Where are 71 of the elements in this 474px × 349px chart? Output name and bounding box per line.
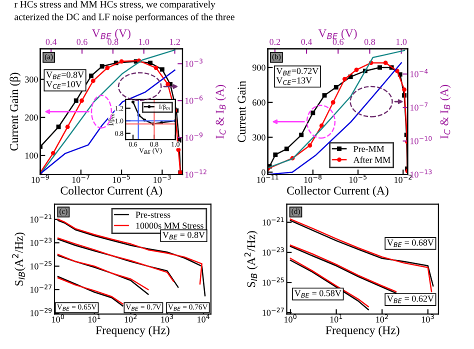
y-tick-label: 10$^{−4}$ [410, 69, 428, 78]
y-tick-label: 300 [25, 76, 38, 83]
x-tick-label: 0.6 [332, 38, 344, 45]
y-tick-label: 10$^{−7}$ [410, 102, 428, 111]
annotation: V$_{BE}$ = 0.62V [386, 296, 434, 304]
y-tick-label: 10$^{−21}$ [262, 217, 284, 226]
x-tick-label: 10$^{1}$ [88, 314, 100, 323]
y-axis-title: Current Gain [238, 80, 246, 142]
x-tick-label: 1.0 [139, 38, 150, 45]
y-tick-label: 10$^{−25}$ [262, 278, 284, 286]
legend-label: Pre-stress [136, 212, 170, 218]
x-tick-label: 1.2 [170, 38, 180, 45]
legend-label: Pre-MM [354, 146, 384, 152]
y-tick-label: 200 [25, 114, 38, 121]
y-tick-label: 10$^{−23}$ [262, 247, 284, 256]
x-tick-label: 10$^{−2}$ [394, 174, 412, 183]
x-tick-label: 0.8 [108, 38, 118, 45]
x-axis-title: V$_{BE}$ (V) [318, 28, 357, 40]
y-tick-label: 0 [262, 169, 266, 176]
x-tick-label: 0.2 [270, 38, 280, 45]
annotation: V$_{BE}$ = 0.58V [294, 290, 342, 298]
y-tick-label: 900 [252, 64, 266, 71]
text: acterized the DC and LF noise performances of the three [14, 13, 234, 22]
annotation: V$_{BE}$=0.8V V$_{CE}$=10V [46, 72, 84, 89]
legend-label: After MM [353, 156, 390, 163]
y-tick-label: 100 [25, 152, 38, 159]
x-tick-label: 10$^{1}$ [330, 314, 342, 323]
x-tick-label: 10$^{2}$ [376, 314, 388, 323]
y-tick-label: 300 [252, 134, 266, 140]
x-tick-label: 10$^{−11}$ [257, 174, 278, 183]
text: r HCs stress and MM HCs stress, we comparatively [14, 0, 216, 10]
x-axis-title: Collector Current (A) [287, 186, 388, 197]
x-tick-label: 10$^{2}$ [124, 314, 137, 323]
y-tick-label: 10$^{−25}$ [30, 261, 52, 270]
annotation: V$_{BE}$ = 0.68V [386, 240, 434, 248]
x-tick-label: 0.8 [364, 38, 376, 45]
annotation: V$_{BE}$=0.72V V$_{CE}$=13V [276, 68, 319, 85]
x-tick-label: 10$^{3}$ [161, 314, 174, 323]
y-tick-label: 10$^{−9}$ [185, 132, 203, 141]
y-axis-title: S$_{IB}$(A$^{2}$/Hz) [12, 232, 26, 286]
y-axis-title: Current Gain (β) [10, 72, 20, 151]
y-tick-label: 10$^{−6}$ [185, 96, 203, 104]
y-tick-label: 10$^{−13}$ [410, 169, 432, 178]
x-tick-label: 0.4 [301, 38, 312, 45]
x-tick-label: 1.0 [396, 38, 407, 45]
y-axis-title: S$_{IB}$ (A$^{2}$/Hz) [244, 231, 258, 287]
x-tick-label: 10$^{−3}$ [154, 174, 171, 183]
y-tick-label: 10$^{−23}$ [30, 238, 52, 246]
x-tick-label: 10$^{3}$ [422, 314, 434, 323]
y-tick-label: 10$^{−3}$ [185, 58, 202, 67]
x-tick-label: 10$^{−8}$ [304, 174, 322, 183]
y-tick-label: 10$^{−27}$ [262, 308, 284, 316]
y-tick-label: 600 [252, 100, 266, 106]
y-tick-label: 10$^{−27}$ [30, 284, 52, 293]
y-tick-label: 10$^{−29}$ [30, 308, 52, 316]
x-axis-title: Frequency (Hz) [96, 326, 170, 337]
x-tick-label: 10$^{4}$ [198, 314, 210, 323]
x-axis-title: V$_{BE}$ (V) [92, 28, 130, 40]
annotation: V$_{BE}$ = 0.8V [162, 232, 205, 240]
y-tick-label: 10$^{−12}$ [185, 169, 206, 178]
y-tick-label: 10$^{−10}$ [410, 136, 432, 144]
x-tick-label: 10$^{0}$ [52, 314, 64, 323]
x-tick-label: 0.6 [76, 38, 88, 45]
y-axis-title: I$_{C}$ & I$_{B}$ (A) [215, 84, 226, 139]
x-tick-label: 10$^{0}$ [284, 314, 296, 323]
y-axis-title: I$_{C}$ & I$_{B}$ (A) [440, 84, 451, 139]
x-axis-title: Collector Current (A) [60, 186, 162, 197]
x-tick-label: 0.4 [46, 38, 57, 45]
legend-label: 10000s MM Stress [136, 222, 204, 229]
y-tick-label: 10$^{−21}$ [30, 214, 52, 223]
x-axis-title: Frequency (Hz) [326, 326, 400, 337]
